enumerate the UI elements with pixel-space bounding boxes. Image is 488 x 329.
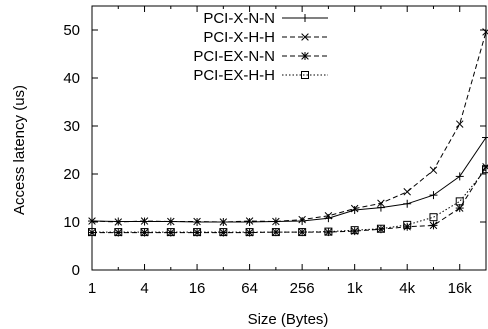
point [298,215,306,224]
point [301,71,309,79]
point [455,197,464,206]
y-tick-label: 40 [63,70,80,87]
point [219,228,228,237]
point [455,172,464,181]
plot-frame [91,5,487,271]
point [140,228,149,237]
series-line [91,137,487,223]
x-tick-label: 64 [241,280,258,297]
legend-label: PCI-EX-N-N [193,48,275,65]
x-tick-label: 256 [290,280,315,297]
point [376,224,385,233]
point [377,199,385,208]
point [482,133,488,142]
legend-item: PCI-X-N-N [203,10,328,27]
y-tick-label: 50 [63,22,80,39]
point [114,228,123,237]
series-pci-x-n-n [88,133,488,226]
point [482,165,488,174]
legend-label: PCI-X-N-N [203,10,275,27]
point [166,228,175,237]
x-tick-label: 16 [189,280,206,297]
series-pci-ex-h-h [88,165,488,237]
point [88,228,96,237]
legend-item: PCI-EX-H-H [193,67,328,84]
series-pci-ex-n-n [88,162,488,237]
point [403,220,412,229]
y-tick-label: 30 [63,118,80,135]
series-pci-x-h-h [88,28,488,226]
point [403,188,411,196]
series-line [92,166,487,234]
point [301,52,309,60]
x-tick-label: 4 [140,280,148,297]
point [272,217,280,226]
point [271,228,280,237]
point [245,217,254,225]
point [455,120,464,128]
x-tick-label: 1k [347,280,363,297]
x-tick-label: 1 [88,280,96,297]
point [403,222,412,231]
legend-label: PCI-EX-H-H [193,67,275,84]
x-axis-label: Size (Bytes) [248,311,329,328]
point [193,228,202,237]
point [219,218,228,226]
series-line [91,31,487,223]
point [350,204,359,213]
point [167,217,175,226]
point [324,227,333,236]
point [482,162,488,171]
point [455,204,464,213]
x-tick-label: 4k [399,280,415,297]
point [324,212,333,220]
y-tick-label: 0 [72,262,80,279]
y-axis-label: Access latency (us) [11,85,28,215]
point [429,221,438,230]
point [193,217,201,226]
point [301,33,309,41]
legend-item: PCI-X-H-H [203,29,328,46]
point [403,199,412,208]
point [88,217,96,225]
point [245,228,254,237]
point [429,191,438,200]
y-tick-label: 10 [63,214,80,231]
point [298,217,307,226]
point [298,228,307,237]
point [350,206,359,214]
point [114,218,123,226]
point [324,228,333,237]
ticks-layer: 0 10 20 30 40 50 1 4 16 64 256 1k 4k 16k [63,6,487,297]
x-tick-label: 16k [448,280,473,297]
point [301,14,309,22]
point [350,226,359,235]
point [245,218,254,226]
legend-item: PCI-EX-N-N [193,48,328,65]
series-layer [88,28,488,237]
series-line [92,168,487,233]
point [140,217,149,225]
legend: PCI-X-N-N PCI-X-H-H PCI-EX-N-N PCI-EX-H-H [193,10,328,84]
point [429,166,438,174]
y-tick-label: 20 [63,166,80,183]
point [376,203,385,212]
point [429,213,438,222]
legend-label: PCI-X-H-H [203,29,275,46]
plot-area [91,5,487,271]
